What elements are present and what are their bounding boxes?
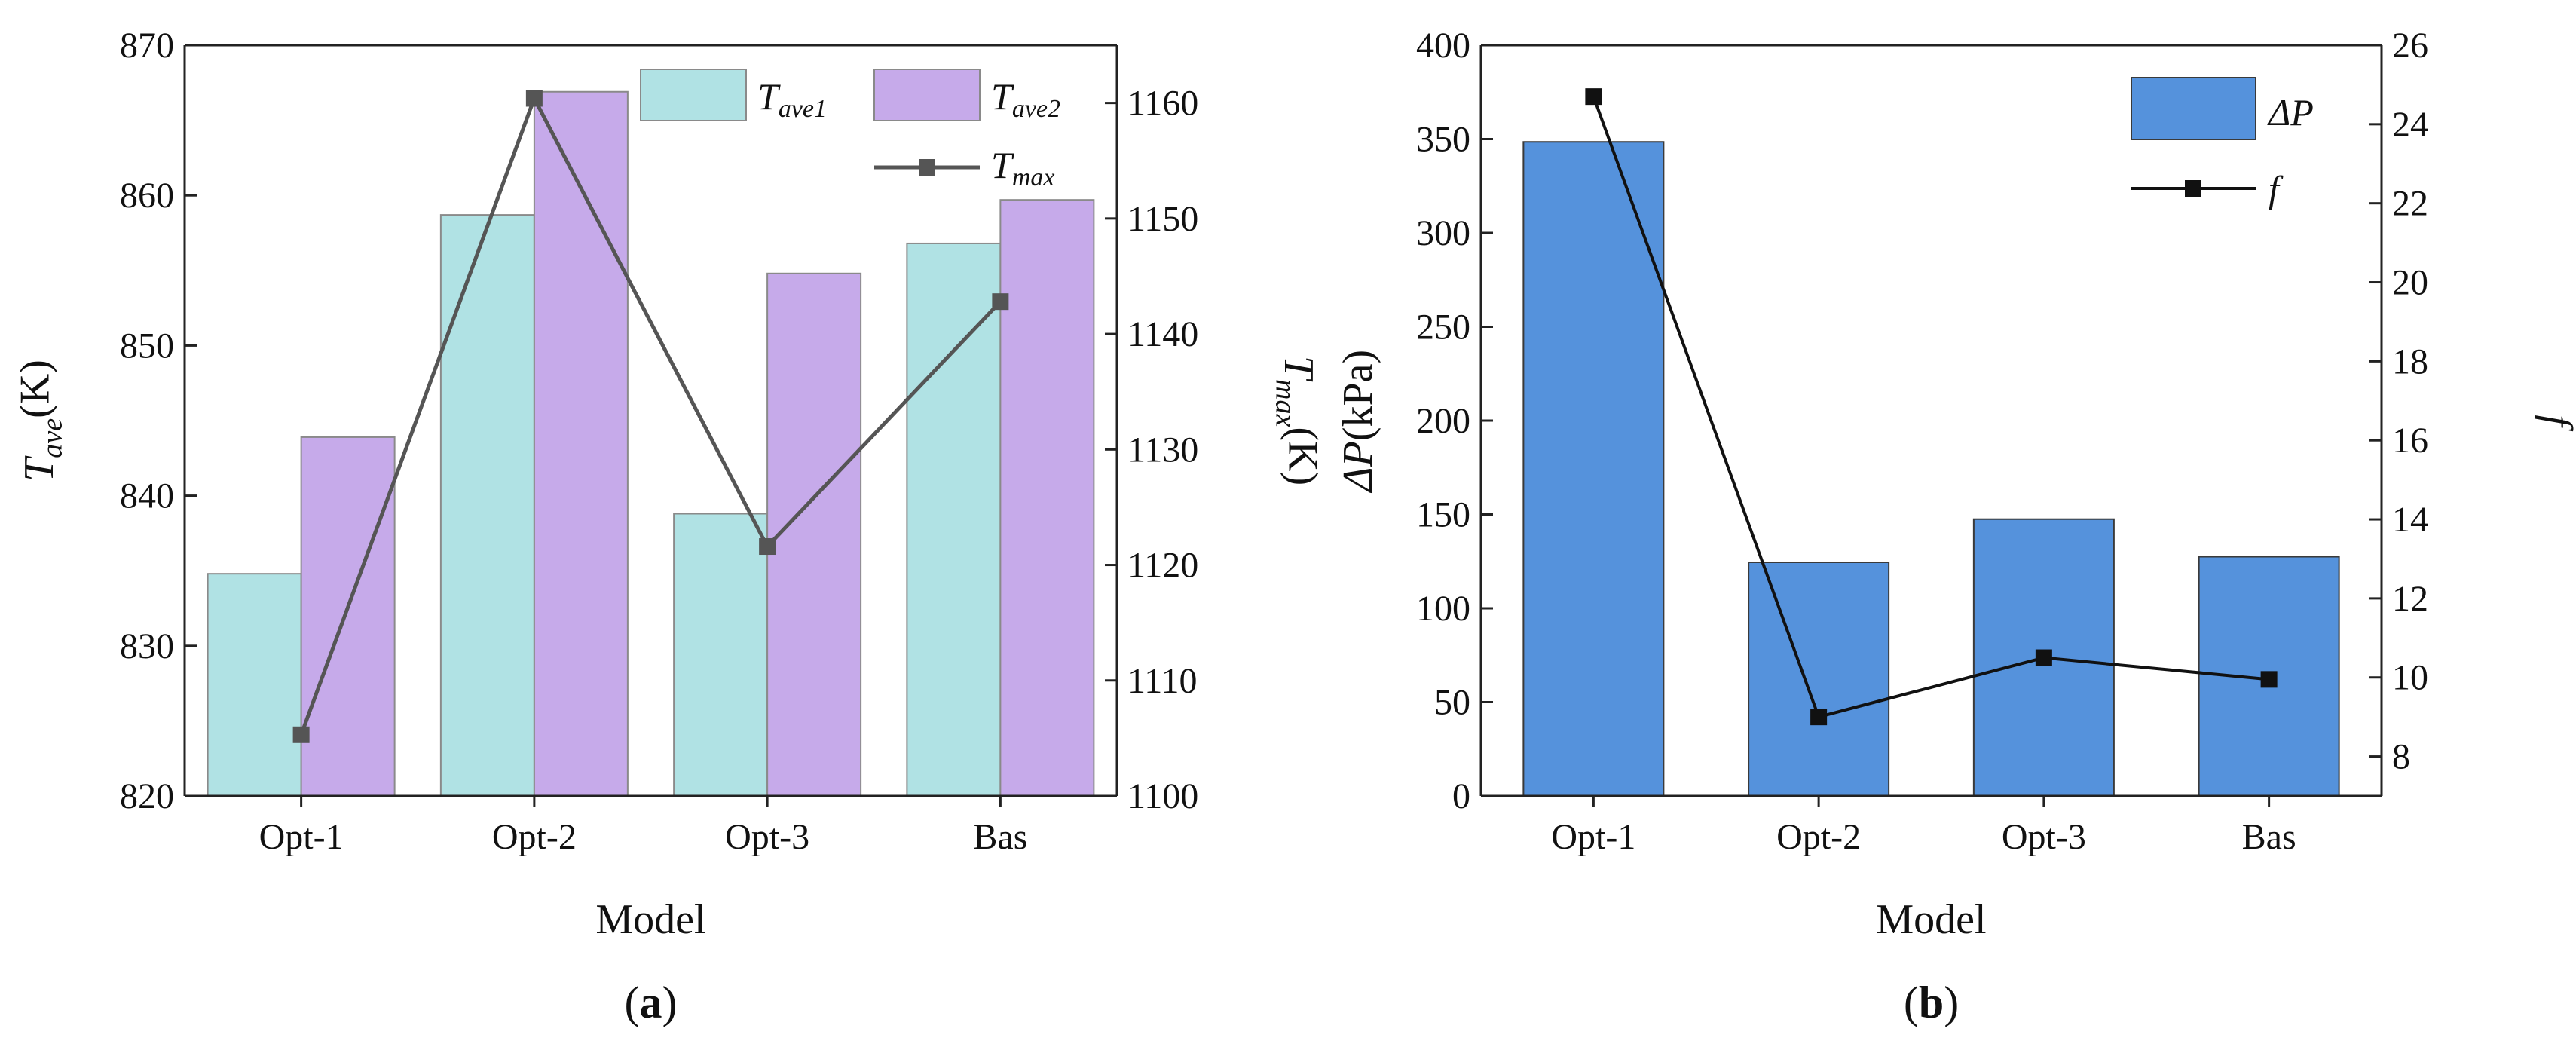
- right-tick-label: 14: [2392, 500, 2428, 540]
- left-tick-label: 250: [1416, 308, 1470, 347]
- left-axis-title: ΔP(kPa): [1335, 350, 1381, 493]
- right-tick-label: 1120: [1127, 546, 1198, 586]
- bar-tave2-opt-2: [533, 90, 629, 797]
- left-tick-label: 840: [120, 476, 174, 516]
- legend-marker-f: [2185, 180, 2201, 197]
- right-tick-label: 20: [2392, 263, 2428, 303]
- left-tick-label: 150: [1416, 495, 1470, 535]
- bar-deltap-opt-2: [1748, 561, 1890, 797]
- x-axis-title: Model: [1876, 896, 1986, 943]
- right-tick-label: 8: [2392, 737, 2410, 777]
- right-tick-label: 18: [2392, 341, 2428, 381]
- left-tick-label: 850: [120, 326, 174, 366]
- right-tick-label: 22: [2392, 184, 2428, 224]
- bar-tave1-bas: [906, 242, 1002, 797]
- marker-f-opt-3: [2035, 649, 2052, 666]
- bar-tave1-opt-3: [673, 513, 769, 797]
- x-tick-label: Opt-3: [2002, 817, 2086, 857]
- right-tick-label: 1140: [1127, 314, 1198, 354]
- bar-tave2-opt-1: [300, 436, 396, 797]
- left-tick-label: 400: [1416, 26, 1470, 66]
- right-tick-label: 12: [2392, 579, 2428, 619]
- legend-label-deltap: ΔP: [2267, 91, 2314, 133]
- marker-tmax-opt-1: [292, 726, 310, 743]
- bar-tave2-bas: [999, 199, 1095, 797]
- left-tick-label: 100: [1416, 589, 1470, 629]
- left-tick-label: 0: [1452, 776, 1470, 816]
- chart-panel-b: 0 50 100 150 200 250 300 350 400 8 10 12 14 16 18 20 22 2…: [1335, 26, 2576, 1027]
- legend-swatch-deltap: [2131, 77, 2256, 140]
- marker-tmax-bas: [992, 293, 1009, 311]
- line-tmax: [299, 93, 1002, 736]
- x-tick-label: Opt-1: [1551, 817, 1635, 857]
- legend-swatch-tave2: [873, 69, 981, 121]
- left-tick-label: 830: [120, 626, 174, 666]
- legend-swatch-tave1: [640, 69, 747, 121]
- legend-label-tmax: Tmax: [991, 144, 1054, 191]
- x-tick-label: Opt-3: [725, 817, 809, 857]
- bar-deltap-opt-1: [1522, 141, 1665, 797]
- left-tick-label: 200: [1416, 401, 1470, 441]
- left-tick-label: 820: [120, 776, 174, 816]
- right-tick-label: 26: [2392, 26, 2428, 66]
- marker-f-opt-1: [1585, 88, 1602, 106]
- right-tick-label: 10: [2392, 658, 2428, 698]
- left-tick-label: 860: [120, 176, 174, 216]
- left-tick-label: 350: [1416, 120, 1470, 160]
- legend-label-tave1: Tave1: [757, 75, 827, 123]
- marker-tmax-opt-2: [525, 90, 543, 107]
- marker-f-bas: [2260, 671, 2278, 688]
- x-tick-label: Bas: [2242, 817, 2296, 857]
- right-tick-label: 1130: [1127, 430, 1198, 470]
- x-tick-label: Opt-1: [259, 817, 344, 857]
- panel-label-a: (a): [625, 978, 678, 1027]
- x-axis-title: Model: [595, 896, 705, 943]
- x-tick-label: Bas: [973, 817, 1027, 857]
- right-tick-label: 1110: [1127, 661, 1197, 701]
- left-tick-label: 870: [120, 26, 174, 66]
- legend-marker-tmax: [919, 159, 935, 176]
- bar-tave1-opt-1: [207, 573, 302, 797]
- bar-tave1-opt-2: [439, 214, 535, 797]
- line-f: [1592, 96, 2269, 719]
- marker-tmax-opt-3: [759, 538, 776, 556]
- panel-label-b: (b): [1904, 978, 1959, 1027]
- right-tick-label: 16: [2392, 421, 2428, 461]
- right-tick-label: 1100: [1127, 776, 1198, 816]
- left-axis-title: Tave(K): [12, 360, 69, 482]
- x-tick-label: Opt-2: [492, 817, 577, 857]
- legend-label-tave2: Tave2: [991, 75, 1060, 123]
- right-tick-label: 1160: [1127, 84, 1198, 124]
- bar-tave2-opt-3: [766, 272, 862, 797]
- left-tick-label: 50: [1434, 683, 1470, 723]
- right-axis-title: Tmax(K): [1270, 356, 1326, 485]
- marker-f-opt-2: [1810, 709, 1828, 726]
- chart-panel-a: 820 830 840 850 860 870 1100 1110 1120 1130 1140 11…: [12, 26, 1326, 1027]
- left-tick-label: 300: [1416, 213, 1470, 253]
- right-tick-label: 24: [2392, 105, 2428, 145]
- x-tick-label: Opt-2: [1776, 817, 1861, 857]
- right-tick-label: 1150: [1127, 199, 1198, 239]
